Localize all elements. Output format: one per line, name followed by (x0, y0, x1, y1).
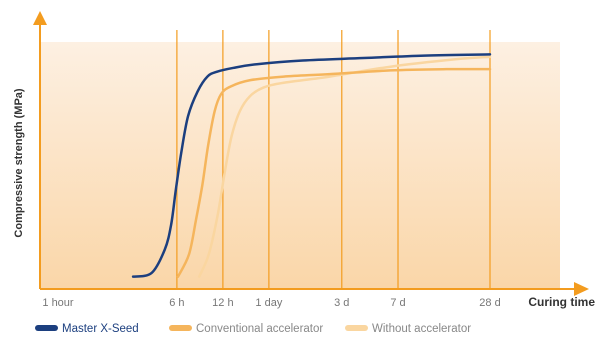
plot-background (40, 42, 560, 289)
x-tick-label: 3 d (334, 297, 349, 309)
y-axis-arrow-icon (33, 11, 47, 25)
x-tick-label: 12 h (212, 297, 233, 309)
x-tick-labels: 1 hour 6 h 12 h 1 day 3 d 7 d 28 d (42, 297, 500, 309)
x-tick-label: 28 d (479, 297, 500, 309)
series-lines (131, 53, 492, 278)
x-tick-label: 7 d (390, 297, 405, 309)
x-tick-label: 1 day (255, 297, 282, 309)
x-axis-title: Curing time (528, 295, 595, 309)
series-line-1 (176, 67, 492, 278)
x-tick-label: 1 hour (42, 297, 74, 309)
x-tick-label: 6 h (169, 297, 184, 309)
series-line-0 (131, 53, 492, 278)
legend: Master X-Seed Conventional accelerator Wit… (35, 323, 471, 335)
x-axis-arrow-icon (574, 282, 589, 296)
series-line-2 (197, 55, 492, 278)
y-axis-title: Compressive strength (MPa) (13, 88, 25, 237)
legend-label: Master X-Seed (62, 323, 139, 335)
legend-label: Without accelerator (372, 323, 471, 335)
axes (33, 11, 589, 296)
legend-label: Conventional accelerator (196, 323, 323, 335)
